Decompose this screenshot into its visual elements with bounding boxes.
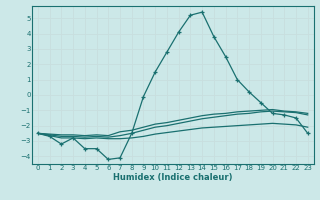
- X-axis label: Humidex (Indice chaleur): Humidex (Indice chaleur): [113, 173, 233, 182]
